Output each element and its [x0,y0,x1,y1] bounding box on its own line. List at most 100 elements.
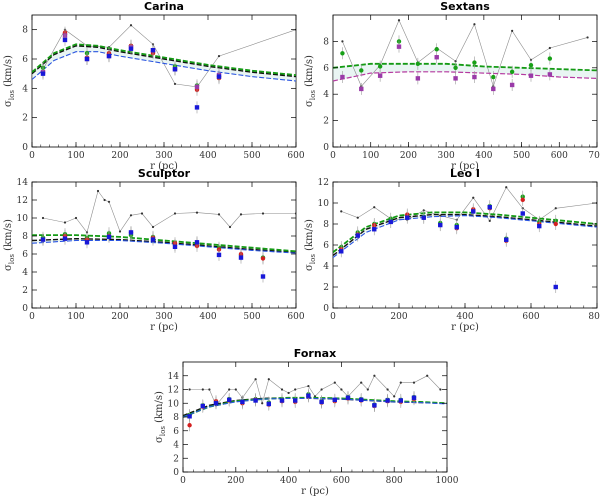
gray-point [341,40,344,43]
x-tick-label: 400 [456,312,473,322]
data-point-blue [553,284,558,290]
y-tick-label: 8 [323,37,329,47]
gray-point [294,212,296,215]
panel-title: Sextans [440,0,490,13]
data-point-blue [62,37,68,43]
gray-point [426,374,429,377]
gray-point [397,19,401,22]
gray-point [118,230,122,233]
data-point-green [491,74,496,80]
data-point-red [553,221,558,227]
gray-point [151,225,155,229]
gray-point [217,213,221,216]
data-point-blue [200,403,205,409]
y-tick-label: 10 [168,399,180,409]
gray-point [422,209,425,212]
gray-point [129,214,133,217]
data-point-blue [355,233,360,238]
data-point-blue [84,240,90,245]
panel-title: Fornax [294,347,336,360]
y-tick-label: 0 [323,304,329,314]
panel-fornax: Fornax 0 200 400 600 800 1000 0 2 4 6 8 10 12 14 r (pc)… [154,347,459,496]
x-tick-label: 400 [475,151,492,161]
gray-point [373,374,376,377]
data-point-green [547,56,553,61]
gray-point [294,388,297,391]
x-tick-label: 100 [362,151,379,161]
x-tick-label: 0 [180,476,186,486]
data-point-blue [240,399,245,405]
plot-area [333,19,597,95]
data-point-green [528,62,534,68]
x-tick-label: 300 [438,151,455,161]
gray-point [505,186,508,189]
model-curve-green-dashed [333,62,597,72]
y-tick-label: 4 [323,90,329,100]
y-tick-label: 10 [17,214,29,224]
data-point-red [260,256,266,261]
gray-point [393,395,396,398]
data-point-blue [438,222,443,228]
panel-carina: Carina 0 100 200 300 400 500 600 0 2 4 6 8 r (pc) σlos… [3,0,305,172]
model-curve-green-dashed [32,234,296,253]
gray-point [586,36,589,39]
y-tick-label: 6 [323,64,329,74]
x-tick-label: 200 [400,151,417,161]
y-tick-label: 0 [323,143,329,153]
data-point-purple [194,84,200,90]
gray-point [548,46,551,50]
y-tick-label: 4 [173,441,179,451]
gray-point [173,82,177,86]
data-point-purple [453,76,458,81]
y-tick-label: 12 [17,196,28,206]
x-tick-label: 600 [287,312,304,322]
gray-point [360,381,363,384]
y-tick-label: 2 [323,283,329,293]
data-point-red [520,197,525,203]
data-point-purple [377,73,383,78]
data-point-blue [520,211,525,216]
gray-point [41,216,45,220]
data-point-green [472,60,477,65]
x-axis-label: r (pc) [451,161,479,172]
gray-point [554,207,557,210]
panel-sextans: Sextans 0 100 200 300 400 500 600 700 0 2 4 6 8 r (pc)… [304,0,600,172]
x-tick-label: 400 [199,312,216,322]
data-point-blue [411,395,417,400]
gray-connecting-line [189,375,441,406]
data-point-red [187,423,192,428]
data-point-purple [491,86,496,92]
gray-point [63,221,67,224]
model-band [333,63,597,81]
data-point-blue [238,255,244,260]
x-tick-label: 400 [280,476,297,486]
gray-point [140,212,144,215]
x-tick-label: 600 [333,476,350,486]
data-point-purple [509,82,515,88]
model-curve-purple-dashed [333,71,597,82]
gray-point [261,212,265,215]
y-tick-label: 6 [173,427,179,437]
data-point-blue [172,244,178,249]
data-point-blue [388,219,393,225]
gray-point [511,29,514,32]
gray-point [399,381,402,384]
x-tick-label: 400 [199,151,216,161]
x-tick-label: 200 [227,476,244,486]
gray-point [228,225,232,229]
data-point-blue [266,401,271,407]
x-tick-label: 100 [67,312,84,322]
gray-point [454,60,457,63]
gray-connecting-line [42,190,296,234]
gray-point [96,189,100,193]
panel-title: Sculptor [138,167,191,180]
panel-title: Carina [144,0,184,13]
data-point-purple [359,86,364,92]
data-point-blue [398,398,403,403]
y-tick-label: 8 [22,232,28,242]
x-tick-label: 0 [29,312,35,322]
data-point-blue [319,399,324,405]
x-tick-label: 100 [67,151,84,161]
y-tick-label: 4 [22,84,28,94]
gray-point [340,388,343,391]
